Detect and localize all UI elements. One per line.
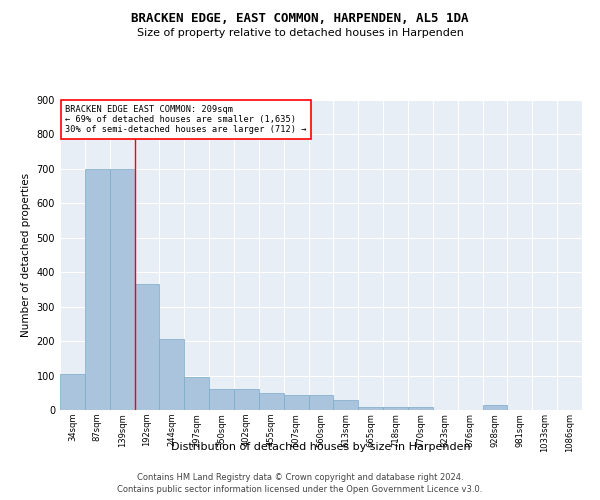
Text: BRACKEN EDGE, EAST COMMON, HARPENDEN, AL5 1DA: BRACKEN EDGE, EAST COMMON, HARPENDEN, AL… bbox=[131, 12, 469, 26]
Bar bbox=[184, 378, 209, 410]
Text: Distribution of detached houses by size in Harpenden: Distribution of detached houses by size … bbox=[171, 442, 471, 452]
Text: Size of property relative to detached houses in Harpenden: Size of property relative to detached ho… bbox=[137, 28, 463, 38]
Bar bbox=[85, 169, 110, 410]
Bar bbox=[234, 390, 259, 410]
Text: Contains public sector information licensed under the Open Government Licence v3: Contains public sector information licen… bbox=[118, 486, 482, 494]
Text: BRACKEN EDGE EAST COMMON: 209sqm
← 69% of detached houses are smaller (1,635)
30: BRACKEN EDGE EAST COMMON: 209sqm ← 69% o… bbox=[65, 104, 307, 134]
Bar bbox=[160, 340, 184, 410]
Bar bbox=[482, 405, 508, 410]
Bar bbox=[284, 394, 308, 410]
Bar bbox=[334, 400, 358, 410]
Bar bbox=[110, 169, 134, 410]
Bar bbox=[60, 374, 85, 410]
Bar bbox=[408, 406, 433, 410]
Bar bbox=[259, 393, 284, 410]
Bar bbox=[209, 390, 234, 410]
Bar bbox=[134, 284, 160, 410]
Bar bbox=[308, 394, 334, 410]
Bar bbox=[383, 406, 408, 410]
Bar bbox=[358, 406, 383, 410]
Text: Contains HM Land Registry data © Crown copyright and database right 2024.: Contains HM Land Registry data © Crown c… bbox=[137, 473, 463, 482]
Y-axis label: Number of detached properties: Number of detached properties bbox=[21, 173, 31, 337]
